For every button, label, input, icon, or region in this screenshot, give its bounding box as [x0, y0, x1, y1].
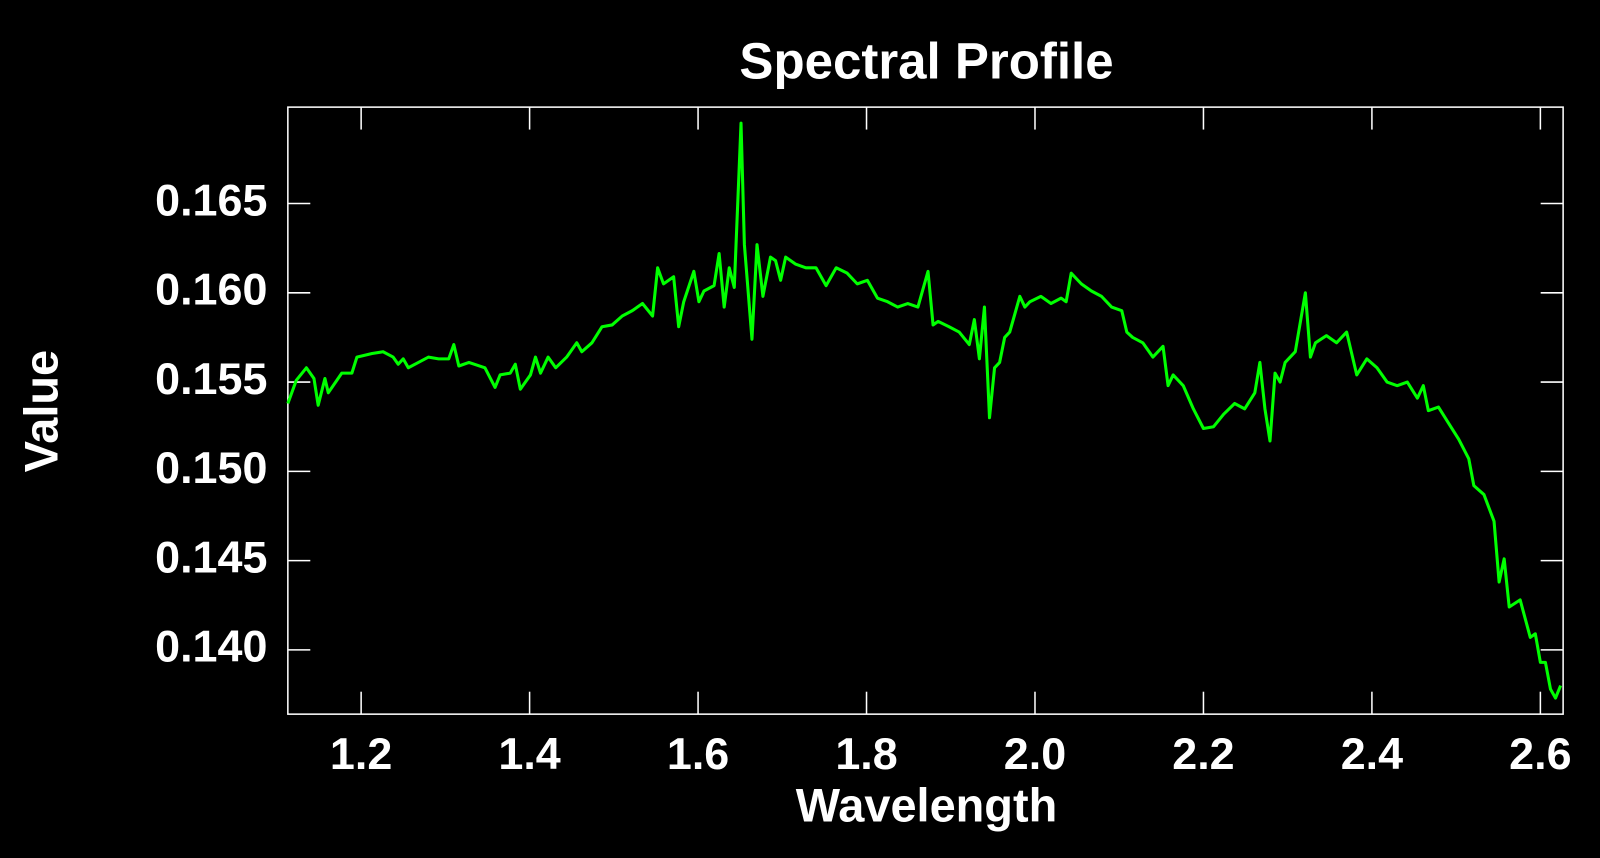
- x-tick-label: 1.4: [498, 728, 560, 779]
- y-tick-label: 0.160: [155, 264, 267, 315]
- y-tick-label: 0.155: [155, 353, 267, 404]
- y-tick-label: 0.150: [155, 442, 267, 493]
- y-tick-label: 0.165: [155, 174, 267, 225]
- x-tick-label: 1.2: [330, 728, 392, 779]
- x-tick-label: 1.8: [835, 728, 897, 779]
- y-tick-label: 0.145: [155, 531, 267, 582]
- x-tick-label: 2.2: [1172, 728, 1234, 779]
- x-tick-label: 1.6: [667, 728, 729, 779]
- x-tick-label: 2.6: [1509, 728, 1571, 779]
- chart-title: Spectral Profile: [739, 33, 1113, 90]
- y-axis-title: Value: [15, 350, 67, 473]
- y-tick-label: 0.140: [155, 621, 267, 672]
- x-tick-label: 2.0: [1004, 728, 1066, 779]
- spectrum-line: [286, 121, 1563, 700]
- x-tick-label: 2.4: [1341, 728, 1403, 779]
- x-axis-title: Wavelength: [796, 779, 1058, 831]
- plot-frame: [287, 106, 1564, 715]
